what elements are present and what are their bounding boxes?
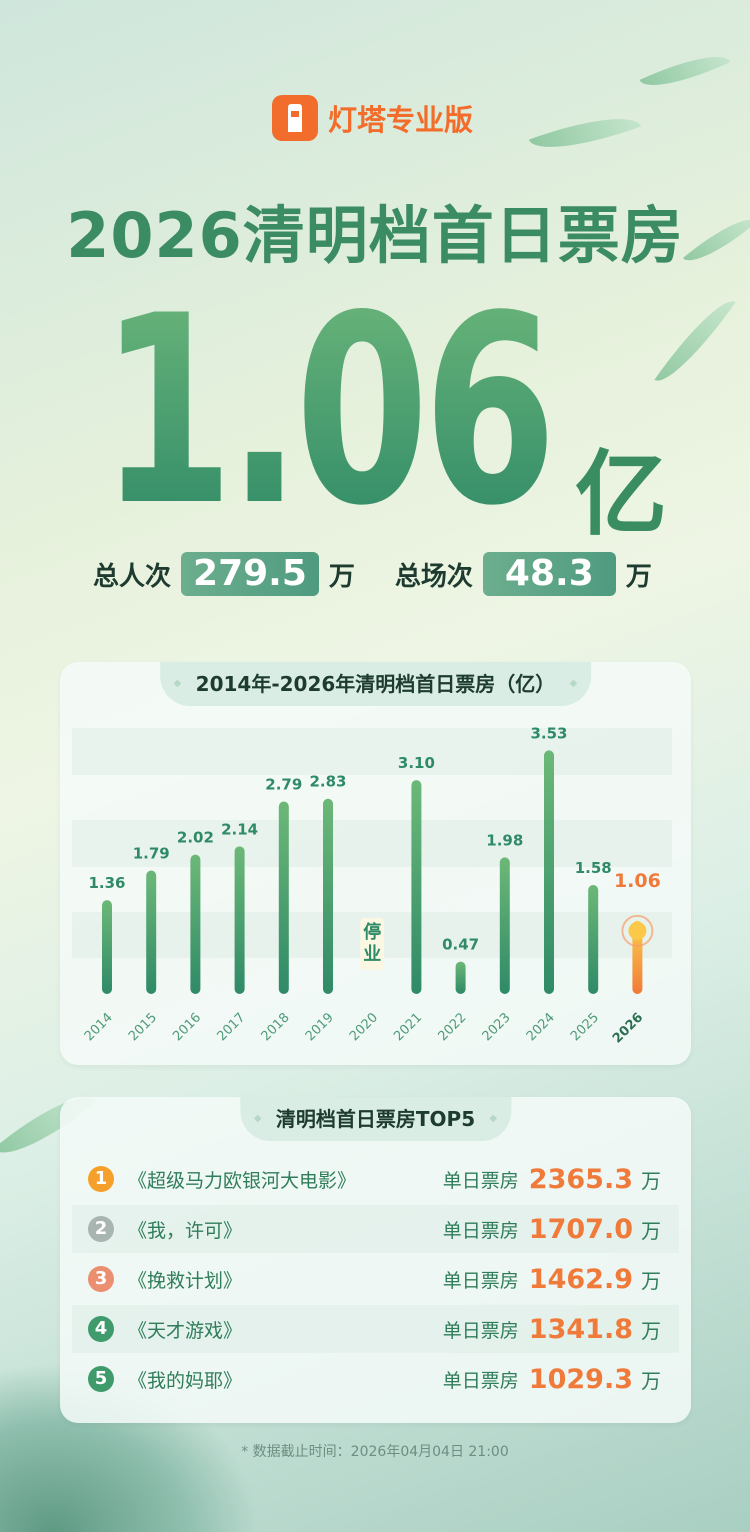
bar-2021: [411, 780, 422, 994]
willow-leaf-decoration: [639, 42, 731, 100]
top5-row: 4 《天才游戏》 单日票房 1341.8 万: [72, 1305, 679, 1353]
x-tick-2024: 2024: [524, 1010, 558, 1044]
brand-name: 灯塔专业版: [328, 103, 474, 137]
bar-2016: [190, 854, 201, 994]
suspended-label: 业: [363, 944, 381, 965]
x-tick-2023: 2023: [480, 1010, 514, 1044]
bar-2017: [234, 846, 245, 994]
pulse-ring: [621, 914, 654, 947]
pulse-dot: [628, 921, 647, 940]
rank-badge: 5: [88, 1366, 114, 1392]
grid-band: [72, 728, 672, 775]
box-office-value: 1707.0: [528, 1213, 633, 1245]
x-tick-2015: 2015: [126, 1010, 160, 1044]
lighthouse-icon: [272, 95, 318, 141]
film-title: 《天才游戏》: [128, 1319, 243, 1342]
x-tick-2016: 2016: [170, 1010, 204, 1044]
admissions-unit: 万: [328, 561, 355, 592]
box-office-value: 2365.3: [528, 1163, 633, 1195]
page-title: 2026清明档首日票房: [66, 199, 684, 272]
box-office-value: 1462.9: [528, 1263, 633, 1295]
x-tick-2017: 2017: [214, 1010, 248, 1044]
willow-leaf-decoration: [654, 289, 736, 393]
chart-card: 2014年-2026年清明档首日票房（亿） 1.36 2014 1.79 2015 2.…: [60, 662, 691, 1065]
data-label-2015: 1.79: [133, 844, 170, 862]
data-label-2023: 1.98: [486, 831, 523, 849]
top5-card: 清明档首日票房TOP5 1 《超级马力欧银河大电影》 单日票房 2365.3 万…: [60, 1097, 691, 1423]
shows-value: 48.3: [482, 552, 616, 596]
bar-2018: [278, 801, 289, 994]
top5-row: 5 《我的妈耶》 单日票房 1029.3 万: [72, 1355, 679, 1403]
grid-band: [72, 820, 672, 867]
x-tick-2018: 2018: [259, 1010, 293, 1044]
data-label-2025: 1.58: [575, 859, 612, 877]
x-tick-2019: 2019: [303, 1010, 337, 1044]
suspended-badge: [360, 918, 385, 970]
x-tick-2014: 2014: [82, 1010, 116, 1044]
suspended-label: 停: [363, 921, 381, 943]
data-label-2018: 2.79: [265, 775, 302, 793]
bar-2025: [588, 884, 599, 994]
bar-2015: [146, 870, 157, 994]
headline-value: 1.06: [100, 261, 557, 563]
bar-chart: 1.36 2014 1.79 2015 2.02 2016 2.14 2017 2.79 2018…: [72, 724, 672, 1046]
bar-2023: [499, 857, 510, 994]
data-label-2021: 3.10: [398, 754, 435, 772]
box-office-value: 1029.3: [528, 1363, 633, 1395]
bar-2024: [544, 750, 554, 994]
brand-logo: 灯塔专业版: [272, 95, 473, 141]
rank-badge: 4: [88, 1316, 114, 1342]
data-label-2017: 2.14: [221, 820, 258, 838]
data-label-2016: 2.02: [177, 829, 214, 847]
top5-row: 1 《超级马力欧银河大电影》 单日票房 2365.3 万: [72, 1155, 679, 1203]
stats-row: 总人次 279.5 万 总场次 48.3 万: [93, 552, 652, 596]
value-label: 单日票房: [442, 1319, 519, 1342]
top5-row: 3 《挽救计划》 单日票房 1462.9 万: [72, 1255, 679, 1303]
x-tick-2025: 2025: [568, 1010, 602, 1044]
film-title: 《超级马力欧银河大电影》: [128, 1169, 357, 1192]
unit-label: 万: [641, 1268, 661, 1293]
value-label: 单日票房: [442, 1169, 519, 1192]
box-office-value: 1341.8: [528, 1313, 633, 1345]
value-label: 单日票房: [442, 1369, 519, 1392]
top5-title: 清明档首日票房TOP5: [239, 1097, 512, 1141]
willow-leaf-decoration: [528, 101, 642, 165]
top5-row: 2 《我，许可》 单日票房 1707.0 万: [72, 1205, 679, 1253]
film-title: 《我的妈耶》: [128, 1369, 243, 1392]
x-tick-2022: 2022: [435, 1010, 469, 1044]
rank-badge: 3: [88, 1266, 114, 1292]
film-title: 《我，许可》: [128, 1219, 243, 1242]
x-tick-2021: 2021: [391, 1010, 425, 1044]
admissions-value: 279.5: [181, 552, 319, 596]
bar-2022: [455, 961, 466, 994]
data-label-2019: 2.83: [309, 773, 346, 791]
x-tick-2026: 2026: [610, 1010, 646, 1046]
unit-label: 万: [641, 1218, 661, 1243]
data-label-2024: 3.53: [530, 724, 567, 742]
rank-badge: 1: [88, 1166, 114, 1192]
unit-label: 万: [641, 1168, 661, 1193]
data-label-2022: 0.47: [442, 936, 479, 954]
shows-unit: 万: [625, 561, 652, 592]
unit-label: 万: [641, 1318, 661, 1343]
headline-unit: 亿: [575, 441, 668, 548]
value-label: 单日票房: [442, 1269, 519, 1292]
chart-title: 2014年-2026年清明档首日票房（亿）: [159, 662, 592, 706]
shows-label: 总场次: [394, 561, 473, 592]
film-title: 《挽救计划》: [128, 1269, 243, 1292]
unit-label: 万: [641, 1368, 661, 1393]
x-tick-2020: 2020: [347, 1010, 381, 1044]
admissions-label: 总人次: [93, 561, 172, 592]
rank-badge: 2: [88, 1216, 114, 1242]
bar-2014: [102, 900, 112, 994]
data-cutoff-note: * 数据截止时间：2026年04月04日 21:00: [241, 1444, 509, 1460]
value-label: 单日票房: [442, 1219, 519, 1242]
data-label-2014: 1.36: [88, 874, 125, 892]
bar-2019: [323, 798, 333, 994]
data-label-2026: 1.06: [614, 870, 661, 892]
